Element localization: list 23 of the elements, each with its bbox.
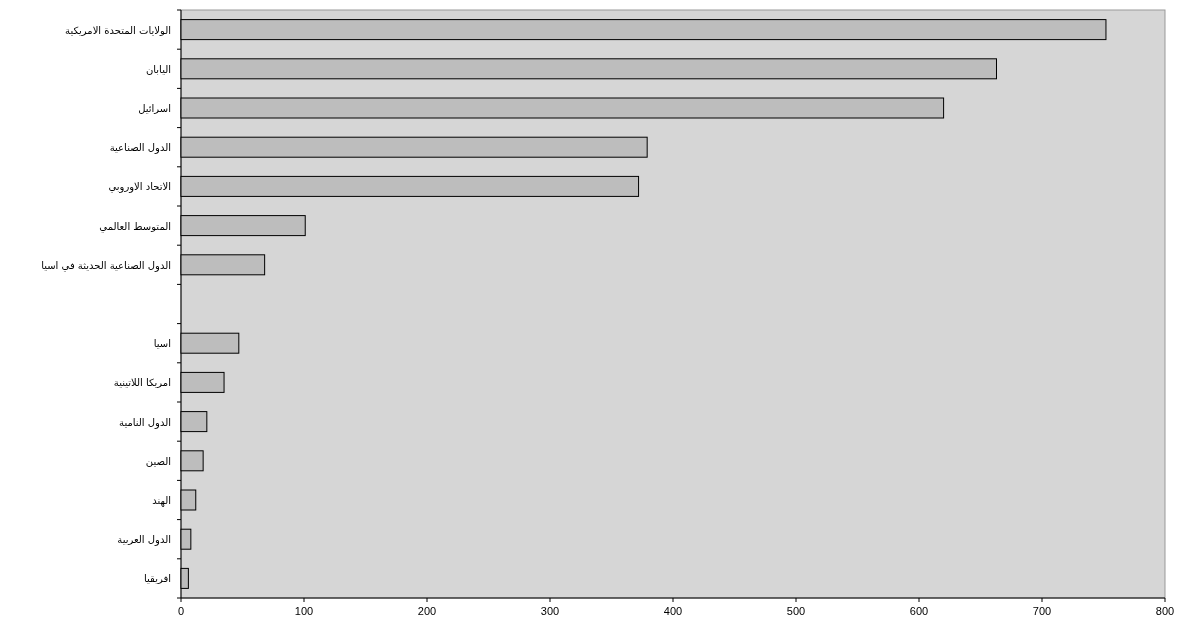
y-tick-label: افريقيا [144, 573, 171, 585]
x-tick-label: 100 [294, 605, 314, 617]
y-tick-label: اليابان [145, 63, 171, 75]
x-tick-label: 400 [663, 605, 683, 617]
x-tick-label: 700 [1032, 605, 1052, 617]
y-tick-label: المتوسط العالمي [99, 220, 171, 233]
y-tick-label: الهند [152, 495, 171, 507]
x-tick-label: 300 [540, 605, 560, 617]
y-tick-label: امريكا اللاتينية [113, 377, 171, 389]
y-tick-label: اسيا [153, 338, 171, 350]
y-tick-label: الدول العربية [117, 534, 171, 547]
x-tick-label: 500 [786, 605, 806, 617]
x-tick-label: 0 [177, 605, 185, 617]
x-tick-label: 600 [909, 605, 929, 617]
x-tick-label: 800 [1155, 605, 1175, 617]
x-tick-label: 200 [417, 605, 437, 617]
y-tick-label: الدول الصناعية الحديثة في اسيا [41, 259, 171, 272]
y-tick-label: الدول الصناعية [109, 142, 171, 155]
y-tick-label: الدول النامية [119, 416, 171, 429]
y-tick-label: الاتحاد الاوروبي [108, 181, 171, 194]
y-tick-label: اسرائيل [138, 103, 171, 114]
y-tick-label: الصين [145, 455, 171, 467]
y-tick-label: الولايات المتحدة الامريكية [65, 24, 171, 36]
